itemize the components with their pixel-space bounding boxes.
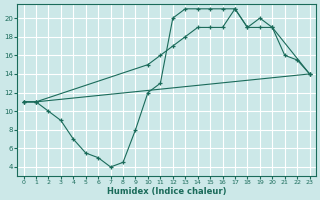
X-axis label: Humidex (Indice chaleur): Humidex (Indice chaleur) [107,187,226,196]
